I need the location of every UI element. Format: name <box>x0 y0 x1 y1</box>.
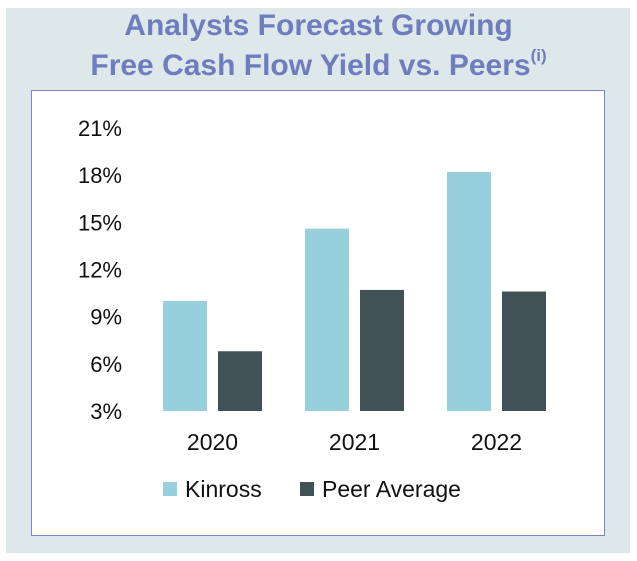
y-tick-label: 6% <box>90 352 122 377</box>
x-tick-label: 2021 <box>329 429 380 455</box>
y-tick-label: 15% <box>78 210 122 235</box>
legend-swatch-peer-average <box>300 482 314 496</box>
x-tick-label: 2022 <box>471 429 522 455</box>
bar-peer-average-2022 <box>502 291 546 411</box>
y-tick-label: 3% <box>90 399 122 424</box>
title-footnote: (i) <box>530 46 547 65</box>
chart-title-line2: Free Cash Flow Yield vs. Peers(i) <box>0 46 637 84</box>
bar-peer-average-2020 <box>218 351 262 411</box>
y-tick-label: 18% <box>78 163 122 188</box>
chart-title-line1: Analysts Forecast Growing <box>124 9 513 42</box>
chart-title-text: Free Cash Flow Yield vs. Peers <box>90 49 531 82</box>
x-tick-label: 2020 <box>187 429 238 455</box>
bar-kinross-2020 <box>163 300 207 411</box>
bar-kinross-2021 <box>305 228 349 411</box>
legend-label: Kinross <box>185 476 262 502</box>
y-tick-label: 12% <box>78 258 122 283</box>
bar-peer-average-2021 <box>360 289 404 411</box>
bar-kinross-2022 <box>447 172 491 411</box>
y-tick-label: 21% <box>78 116 122 141</box>
legend-label: Peer Average <box>322 476 461 502</box>
legend-swatch-kinross <box>163 482 177 496</box>
y-tick-label: 9% <box>90 305 122 330</box>
